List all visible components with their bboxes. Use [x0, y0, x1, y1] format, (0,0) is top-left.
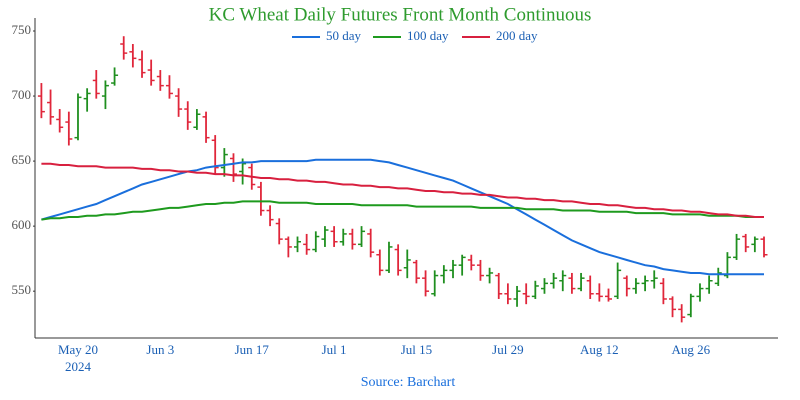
ma-line [41, 158, 764, 276]
x-tick-label: Jun 17 [235, 342, 270, 357]
legend-label: 200 day [496, 28, 538, 43]
source-note: Source: Barchart [361, 375, 456, 390]
ma-line [41, 200, 764, 221]
chart-title: KC Wheat Daily Futures Front Month Conti… [209, 4, 592, 25]
y-tick-label: 750 [12, 22, 32, 37]
legend-label: 100 day [407, 28, 449, 43]
x-tick-label: Aug 12 [580, 342, 619, 357]
x-tick-label: Aug 26 [672, 342, 711, 357]
y-tick-label: 550 [12, 282, 32, 297]
x-tick-label: Jul 15 [401, 342, 432, 357]
y-tick-label: 600 [12, 217, 32, 232]
x-tick-label: May 20 [58, 342, 98, 357]
y-tick-label: 650 [12, 152, 32, 167]
x-year-label: 2024 [65, 359, 92, 374]
x-tick-label: Jul 1 [322, 342, 347, 357]
x-tick-label: Jul 29 [492, 342, 523, 357]
y-tick-label: 700 [12, 87, 32, 102]
ma-line [41, 162, 764, 218]
x-tick-label: Jun 3 [146, 342, 174, 357]
legend-label: 50 day [326, 28, 362, 43]
